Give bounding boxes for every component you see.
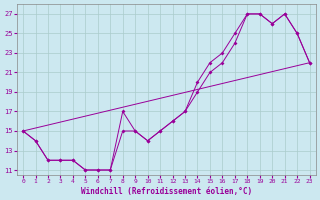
X-axis label: Windchill (Refroidissement éolien,°C): Windchill (Refroidissement éolien,°C) bbox=[81, 187, 252, 196]
